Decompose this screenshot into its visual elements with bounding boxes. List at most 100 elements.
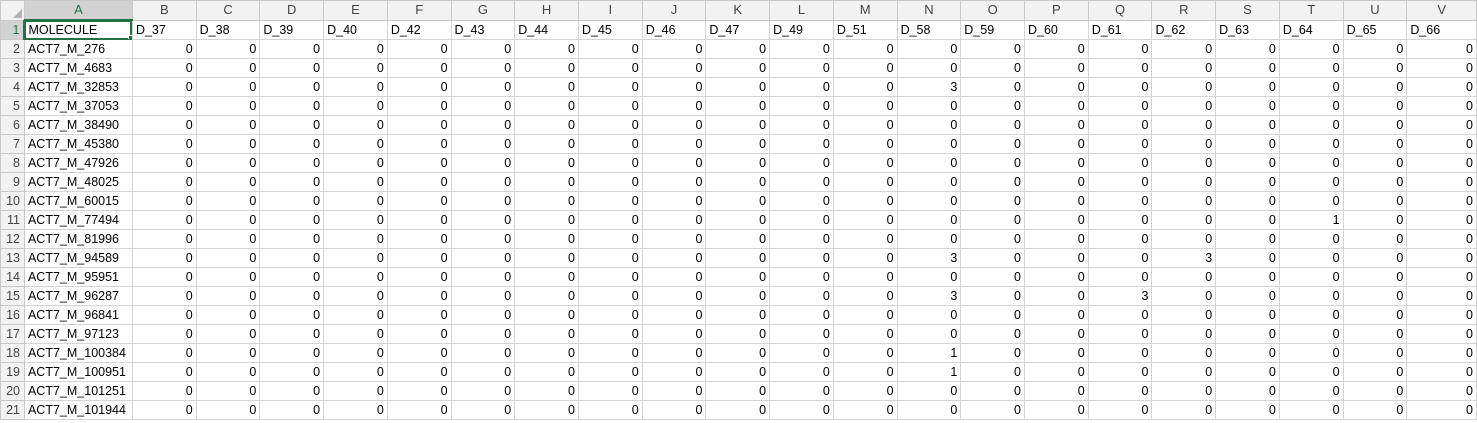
cell-i8[interactable]: 0 — [577, 153, 643, 173]
cell-i10[interactable]: 0 — [577, 191, 643, 211]
cell-p15[interactable]: 0 — [1024, 286, 1089, 306]
cell-b4[interactable]: 0 — [131, 77, 197, 97]
cell-p4[interactable]: 0 — [1024, 77, 1089, 97]
row-header-15[interactable]: 15 — [0, 286, 25, 306]
cell-j18[interactable]: 0 — [641, 343, 707, 363]
cell-t10[interactable]: 0 — [1278, 191, 1344, 211]
cell-l7[interactable]: 0 — [769, 134, 834, 154]
cell-o7[interactable]: 0 — [960, 134, 1025, 154]
cell-b18[interactable]: 0 — [131, 343, 197, 363]
cell-e9[interactable]: 0 — [323, 172, 388, 192]
cell-c3[interactable]: 0 — [195, 58, 261, 78]
cell-h21[interactable]: 0 — [514, 400, 579, 420]
cell-n11[interactable]: 0 — [896, 210, 962, 230]
cell-n18[interactable]: 1 — [896, 343, 962, 363]
cell-g18[interactable]: 0 — [450, 343, 516, 363]
cell-u14[interactable]: 0 — [1342, 267, 1408, 287]
column-header-o[interactable]: O — [960, 0, 1025, 21]
cell-b15[interactable]: 0 — [131, 286, 197, 306]
cell-u11[interactable]: 0 — [1342, 210, 1408, 230]
cell-e13[interactable]: 0 — [323, 248, 388, 268]
cell-p18[interactable]: 0 — [1024, 343, 1089, 363]
cell-a20[interactable]: ACT7_M_101251 — [23, 381, 133, 401]
cell-t7[interactable]: 0 — [1278, 134, 1344, 154]
cell-v2[interactable]: 0 — [1406, 39, 1477, 59]
cell-j1[interactable]: D_46 — [641, 19, 707, 40]
column-header-a[interactable]: A — [23, 0, 133, 21]
cell-t6[interactable]: 0 — [1278, 115, 1344, 135]
active-cell-a1[interactable]: MOLECULE — [23, 19, 133, 40]
cell-v19[interactable]: 0 — [1406, 362, 1477, 382]
cell-k4[interactable]: 0 — [705, 77, 771, 97]
cell-e16[interactable]: 0 — [323, 305, 388, 325]
cell-f5[interactable]: 0 — [386, 96, 452, 116]
cell-q16[interactable]: 0 — [1087, 305, 1153, 325]
cell-q8[interactable]: 0 — [1087, 153, 1153, 173]
cell-e21[interactable]: 0 — [323, 400, 388, 420]
cell-c9[interactable]: 0 — [195, 172, 261, 192]
cell-t8[interactable]: 0 — [1278, 153, 1344, 173]
cell-m4[interactable]: 0 — [832, 77, 898, 97]
cell-m14[interactable]: 0 — [832, 267, 898, 287]
cell-n12[interactable]: 0 — [896, 229, 962, 249]
cell-p8[interactable]: 0 — [1024, 153, 1089, 173]
cell-c12[interactable]: 0 — [195, 229, 261, 249]
cell-t5[interactable]: 0 — [1278, 96, 1344, 116]
cell-t20[interactable]: 0 — [1278, 381, 1344, 401]
cell-f7[interactable]: 0 — [386, 134, 452, 154]
cell-i4[interactable]: 0 — [577, 77, 643, 97]
cell-j7[interactable]: 0 — [641, 134, 707, 154]
column-header-b[interactable]: B — [131, 0, 197, 21]
cell-s12[interactable]: 0 — [1215, 229, 1280, 249]
cell-c20[interactable]: 0 — [195, 381, 261, 401]
cell-h7[interactable]: 0 — [514, 134, 579, 154]
cell-r1[interactable]: D_62 — [1151, 19, 1217, 40]
cell-h15[interactable]: 0 — [514, 286, 579, 306]
cell-t17[interactable]: 0 — [1278, 324, 1344, 344]
cell-i19[interactable]: 0 — [577, 362, 643, 382]
cell-b7[interactable]: 0 — [131, 134, 197, 154]
cell-g2[interactable]: 0 — [450, 39, 516, 59]
cell-g10[interactable]: 0 — [450, 191, 516, 211]
cell-h1[interactable]: D_44 — [514, 19, 579, 40]
cell-m13[interactable]: 0 — [832, 248, 898, 268]
cell-i16[interactable]: 0 — [577, 305, 643, 325]
cell-m3[interactable]: 0 — [832, 58, 898, 78]
cell-o18[interactable]: 0 — [960, 343, 1025, 363]
cell-v3[interactable]: 0 — [1406, 58, 1477, 78]
cell-u20[interactable]: 0 — [1342, 381, 1408, 401]
cell-d7[interactable]: 0 — [259, 134, 325, 154]
column-header-u[interactable]: U — [1342, 0, 1408, 21]
cell-l5[interactable]: 0 — [769, 96, 834, 116]
cell-v10[interactable]: 0 — [1406, 191, 1477, 211]
column-header-h[interactable]: H — [514, 0, 579, 21]
cell-k17[interactable]: 0 — [705, 324, 771, 344]
cell-s13[interactable]: 0 — [1215, 248, 1280, 268]
row-header-7[interactable]: 7 — [0, 134, 25, 154]
cell-l3[interactable]: 0 — [769, 58, 834, 78]
cell-g9[interactable]: 0 — [450, 172, 516, 192]
cell-c18[interactable]: 0 — [195, 343, 261, 363]
row-header-4[interactable]: 4 — [0, 77, 25, 97]
cell-s18[interactable]: 0 — [1215, 343, 1280, 363]
cell-k15[interactable]: 0 — [705, 286, 771, 306]
cell-h14[interactable]: 0 — [514, 267, 579, 287]
cell-q21[interactable]: 0 — [1087, 400, 1153, 420]
cell-o5[interactable]: 0 — [960, 96, 1025, 116]
cell-f16[interactable]: 0 — [386, 305, 452, 325]
cell-e14[interactable]: 0 — [323, 267, 388, 287]
cell-l16[interactable]: 0 — [769, 305, 834, 325]
cell-r19[interactable]: 0 — [1151, 362, 1217, 382]
cell-v18[interactable]: 0 — [1406, 343, 1477, 363]
cell-v16[interactable]: 0 — [1406, 305, 1477, 325]
cell-a21[interactable]: ACT7_M_101944 — [23, 400, 133, 420]
cell-p19[interactable]: 0 — [1024, 362, 1089, 382]
cell-i1[interactable]: D_45 — [577, 19, 643, 40]
cell-i21[interactable]: 0 — [577, 400, 643, 420]
cell-b14[interactable]: 0 — [131, 267, 197, 287]
cell-l19[interactable]: 0 — [769, 362, 834, 382]
cell-c15[interactable]: 0 — [195, 286, 261, 306]
cell-p7[interactable]: 0 — [1024, 134, 1089, 154]
cell-j21[interactable]: 0 — [641, 400, 707, 420]
